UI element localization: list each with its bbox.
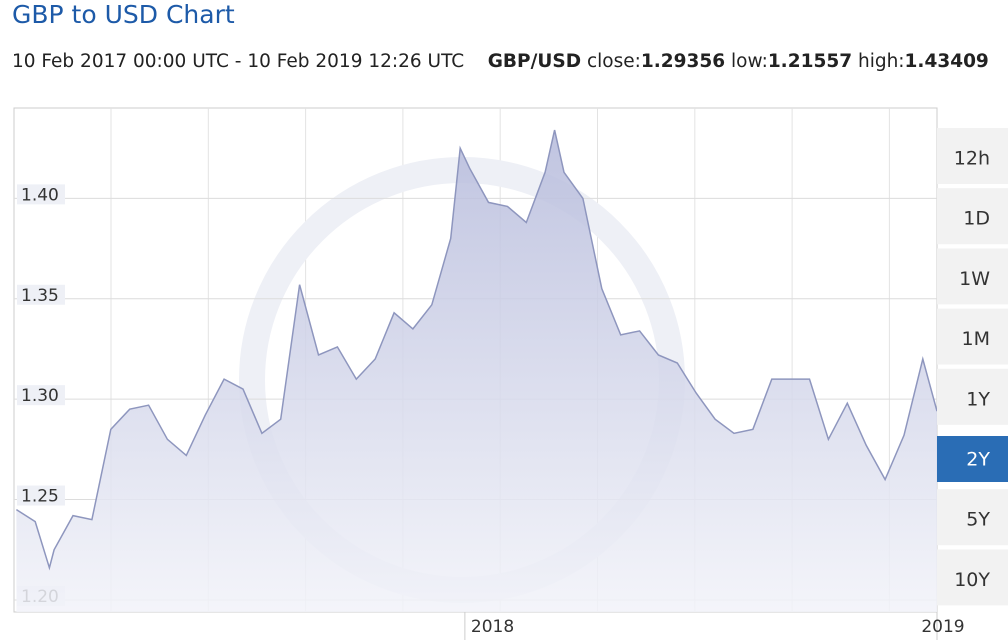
date-range: 10 Feb 2017 00:00 UTC - 10 Feb 2019 12:2…: [12, 51, 465, 72]
high-label: high:: [857, 51, 905, 72]
range-button[interactable]: [937, 549, 1008, 606]
y-tick-bg: [17, 485, 65, 506]
range-button-label[interactable]: 5Y: [966, 509, 990, 531]
pair: GBP/USD: [487, 51, 582, 72]
range-button[interactable]: [937, 489, 1008, 546]
low-value: 1.21557: [767, 51, 853, 72]
range-button[interactable]: [937, 308, 1008, 365]
range-button[interactable]: [937, 128, 1008, 184]
range-button[interactable]: [937, 188, 1008, 245]
y-tick-bg: [17, 184, 65, 205]
range-button-label[interactable]: 1Y: [966, 388, 990, 410]
range-button[interactable]: [937, 436, 1008, 482]
high-value: 1.43409: [904, 51, 989, 72]
range-button-label[interactable]: 1W: [959, 268, 990, 290]
y-tick-label: 1.30: [21, 386, 59, 406]
x-tick-label: 2018: [471, 617, 514, 637]
range-button[interactable]: [937, 368, 1008, 425]
x-tick-label: 2019: [921, 617, 964, 637]
range-button[interactable]: [937, 248, 1008, 305]
low-label: low:: [731, 51, 768, 72]
y-tick-bg: [17, 284, 65, 305]
subtitle: 10 Feb 2017 00:00 UTC - 10 Feb 2019 12:2…: [12, 51, 989, 72]
close-value: 1.29356: [640, 51, 726, 72]
y-tick-label: 1.25: [21, 487, 59, 507]
range-button-label[interactable]: 1M: [962, 328, 990, 350]
close-label: close:: [586, 51, 641, 72]
range-button-label[interactable]: 12h: [954, 148, 990, 170]
y-tick-bg: [17, 385, 65, 406]
range-button-label[interactable]: 10Y: [954, 569, 990, 591]
y-tick-label: 1.40: [21, 185, 59, 205]
chart-title: GBP to USD Chart: [12, 0, 235, 29]
price-line: [15, 129, 938, 571]
range-button-label[interactable]: 1D: [963, 208, 990, 230]
area-fill: [16, 130, 937, 612]
range-button-label[interactable]: 2Y: [966, 449, 990, 471]
y-tick-label: 1.35: [21, 286, 59, 306]
